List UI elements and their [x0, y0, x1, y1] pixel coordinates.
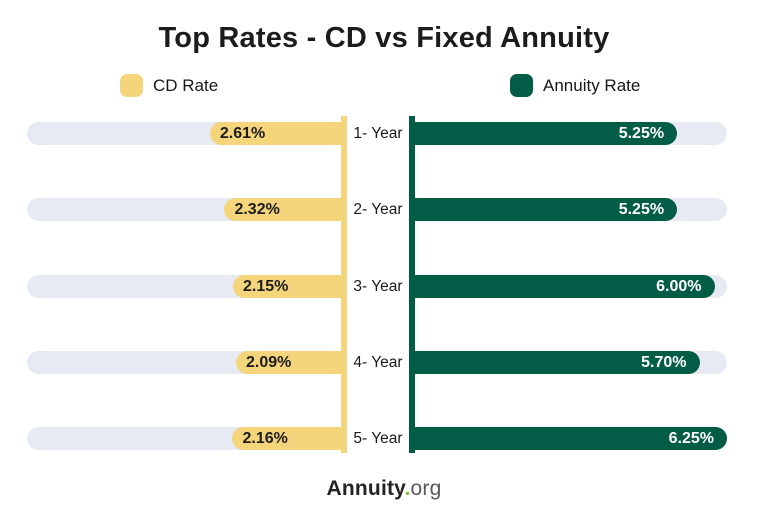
- annuity-bar: 5.70%: [415, 351, 700, 374]
- annuity-bar: 5.25%: [415, 122, 678, 145]
- cd-bar: 2.16%: [232, 427, 341, 450]
- legend-item-cd-rate: CD Rate: [120, 74, 218, 97]
- annuity-value-label: 5.25%: [618, 124, 665, 142]
- category-label: 2- Year: [353, 201, 403, 218]
- annuity-bar: 5.25%: [415, 198, 678, 221]
- cd-bar: 2.32%: [224, 198, 341, 221]
- cd-track: 2.09%: [27, 351, 341, 374]
- cd-track: 2.32%: [27, 198, 341, 221]
- annuity-value-label: 6.00%: [656, 277, 702, 295]
- cd-value-label: 2.15%: [242, 277, 289, 295]
- chart-row: 2.16% 5- Year 6.25%: [0, 427, 768, 450]
- chart-row: 2.09% 4- Year 5.70%: [0, 351, 768, 374]
- category-label: 4- Year: [353, 354, 403, 371]
- category-label: 3- Year: [353, 278, 403, 295]
- annuity-track: 5.25%: [415, 198, 727, 221]
- cd-rate-swatch-icon: [120, 74, 143, 97]
- cd-track: 2.61%: [27, 122, 341, 145]
- chart-row: 2.61% 1- Year 5.25%: [0, 122, 768, 145]
- cd-axis-line: [341, 116, 347, 453]
- chart-row: 2.15% 3- Year 6.00%: [0, 275, 768, 298]
- legend-label-annuity: Annuity Rate: [543, 75, 641, 95]
- cd-bar: 2.61%: [209, 122, 341, 145]
- annuity-track: 5.70%: [415, 351, 727, 374]
- category-label: 5- Year: [353, 430, 403, 447]
- cd-track: 2.15%: [27, 275, 341, 298]
- annuity-bar: 6.25%: [415, 427, 727, 450]
- annuity-value-label: 6.25%: [668, 429, 714, 447]
- annuity-track: 5.25%: [415, 122, 727, 145]
- annuity-value-label: 5.70%: [641, 353, 687, 371]
- cd-value-label: 2.09%: [246, 353, 292, 371]
- legend-label-cd: CD Rate: [153, 75, 219, 95]
- chart-row: 2.32% 2- Year 5.25%: [0, 198, 768, 221]
- annuity-bar: 6.00%: [415, 275, 715, 298]
- cd-bar: 2.15%: [232, 275, 341, 298]
- cd-value-label: 2.16%: [242, 429, 288, 447]
- cd-value-label: 2.61%: [219, 124, 266, 142]
- cd-bar: 2.09%: [236, 351, 341, 374]
- brand-logo-name: Annuity: [326, 477, 405, 500]
- annuity-track: 6.25%: [415, 427, 727, 450]
- brand-logo-dot: .: [404, 477, 411, 500]
- cd-track: 2.16%: [27, 427, 341, 450]
- annuity-axis-line: [409, 116, 415, 453]
- cd-value-label: 2.32%: [234, 200, 280, 218]
- page-title: Top Rates - CD vs Fixed Annuity: [158, 22, 610, 54]
- brand-logo: Annuity.org: [0, 477, 768, 501]
- annuity-track: 6.00%: [415, 275, 727, 298]
- annuity-rate-swatch-icon: [510, 74, 533, 97]
- annuity-value-label: 5.25%: [618, 200, 665, 218]
- brand-logo-suffix: org: [410, 477, 442, 500]
- legend-item-annuity-rate: Annuity Rate: [510, 74, 640, 97]
- category-label: 1- Year: [353, 125, 403, 142]
